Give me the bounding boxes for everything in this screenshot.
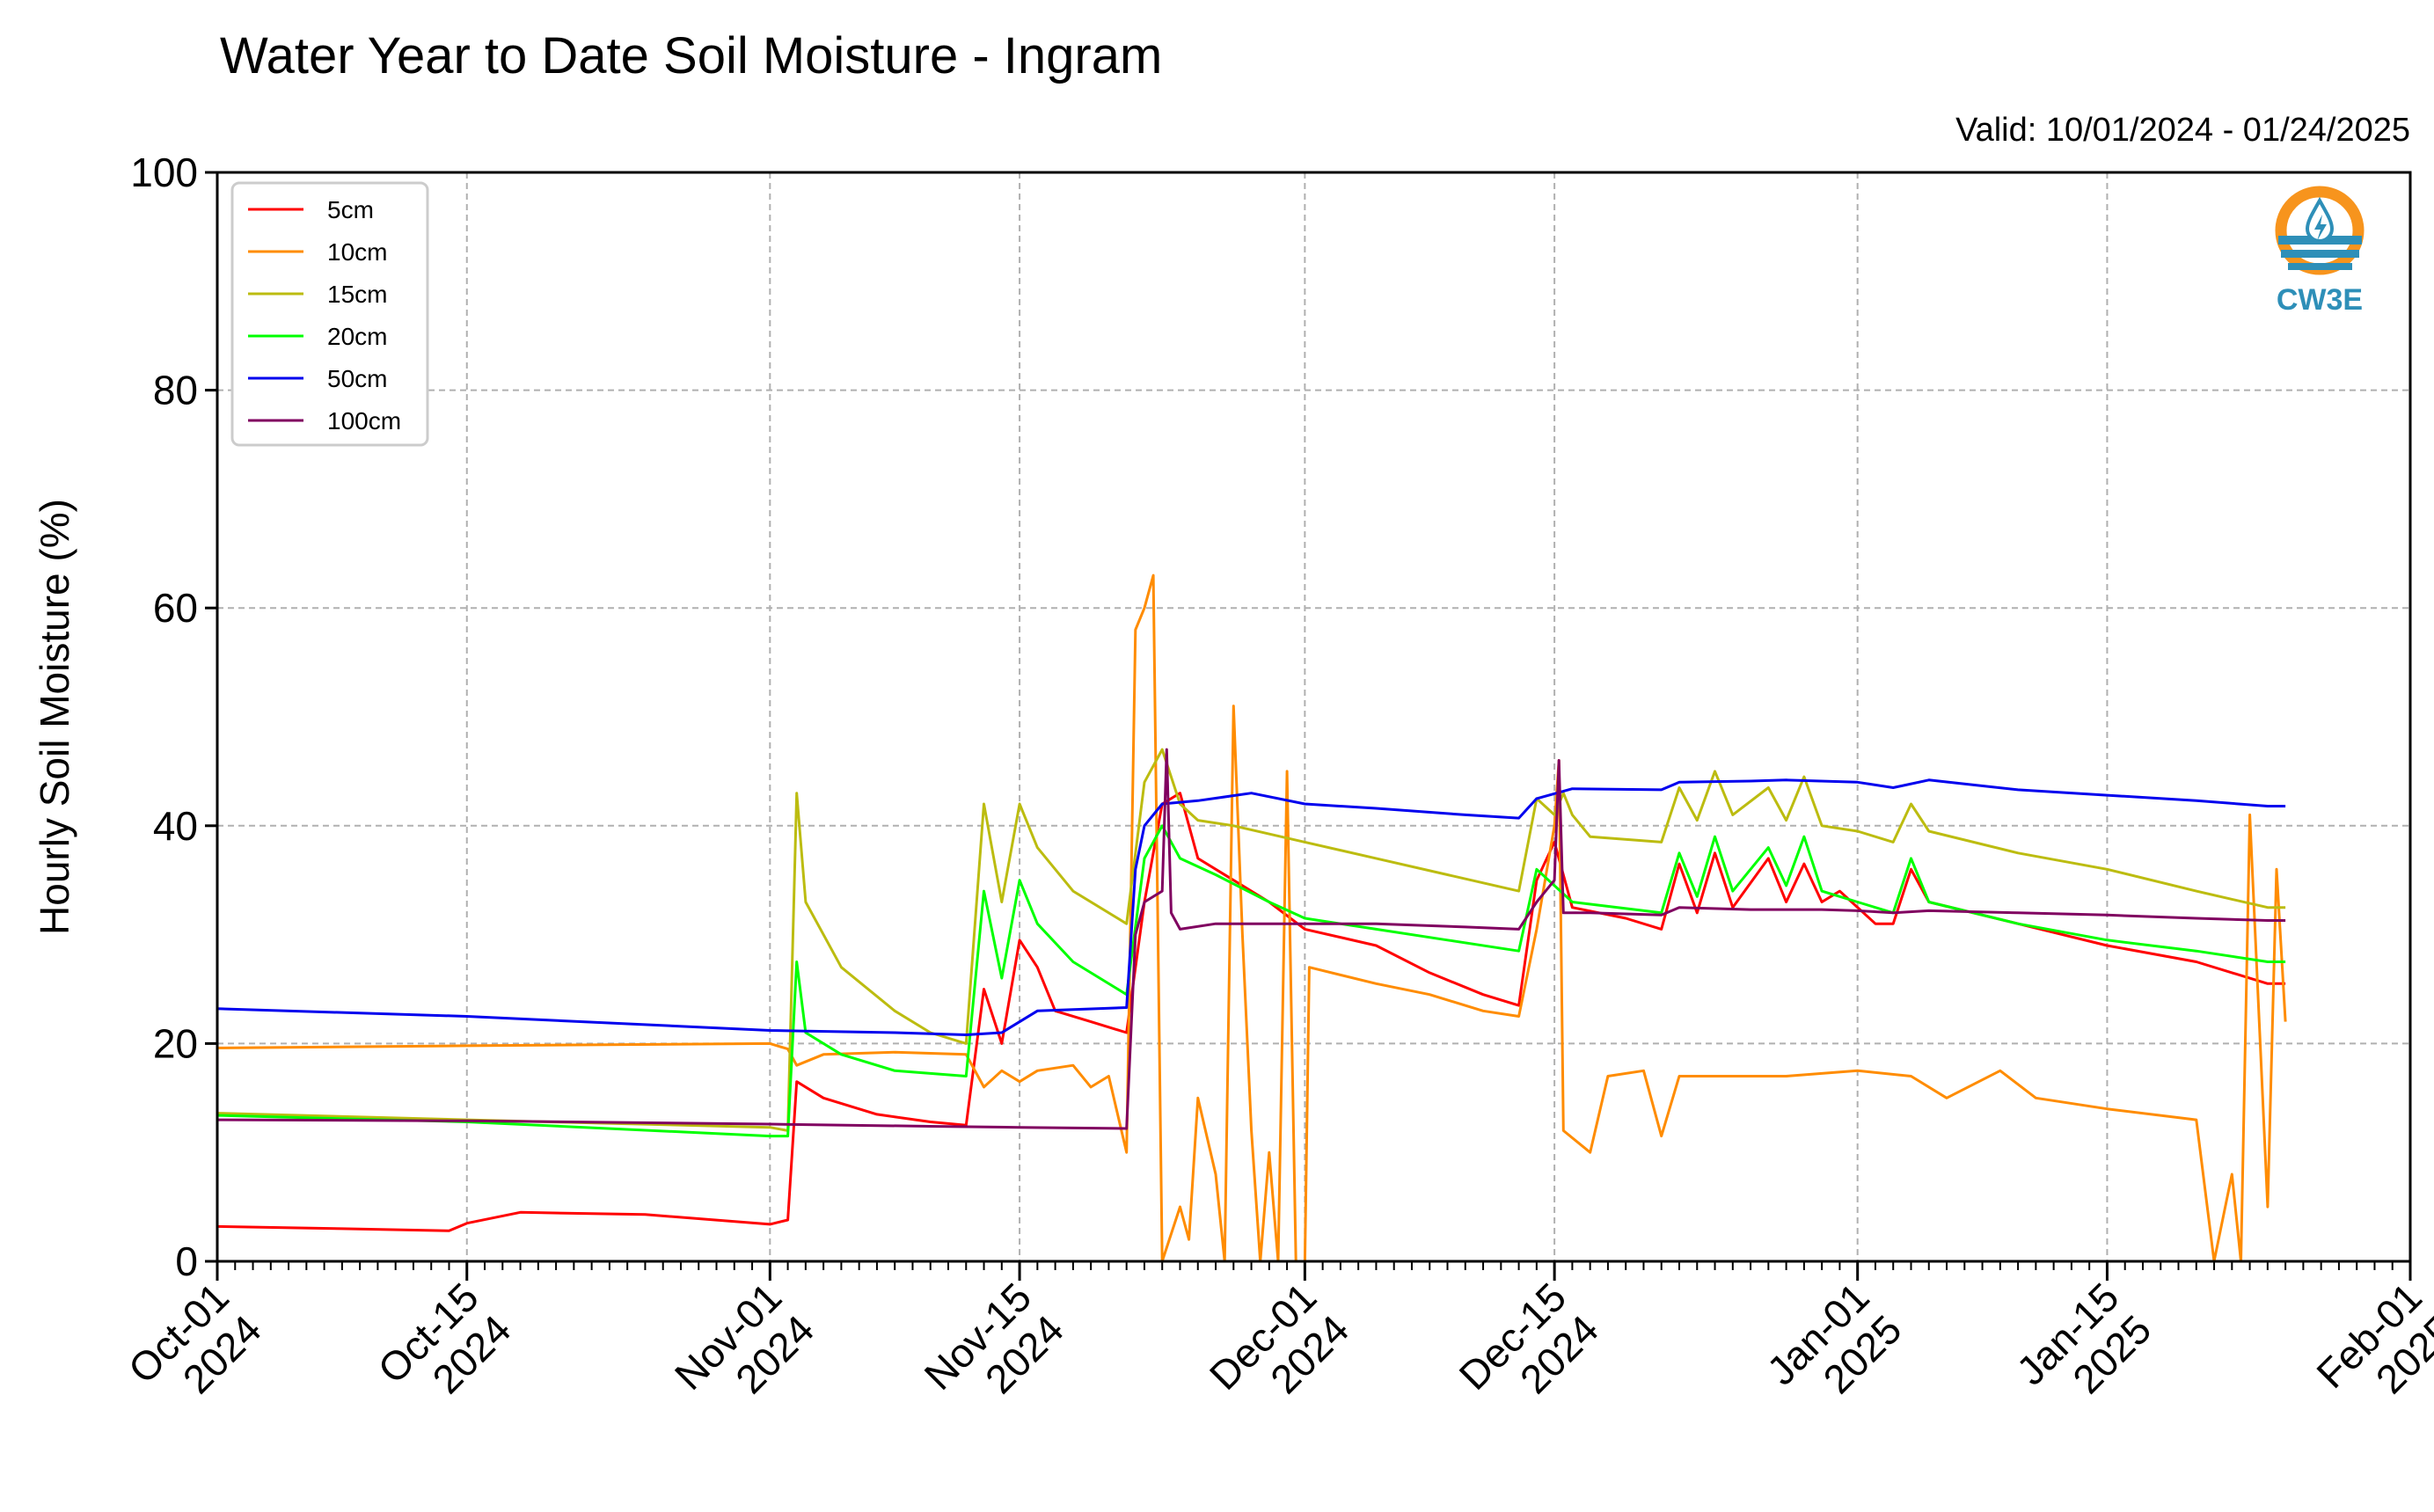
chart-subtitle: Valid: 10/01/2024 - 01/24/2025 bbox=[1955, 112, 2410, 149]
legend-label-100cm: 100cm bbox=[327, 407, 401, 435]
lightning-icon bbox=[2314, 215, 2327, 241]
y-tick-label: 80 bbox=[153, 368, 198, 413]
legend-label-50cm: 50cm bbox=[327, 365, 387, 392]
y-tick-label: 100 bbox=[130, 150, 198, 195]
series-lines bbox=[216, 573, 2287, 1263]
plot-area-frame bbox=[216, 171, 2412, 1263]
y-tick-label: 60 bbox=[153, 585, 198, 631]
y-tick-label: 20 bbox=[153, 1020, 198, 1066]
logo-water-band-2 bbox=[2281, 250, 2359, 258]
legend-label-10cm: 10cm bbox=[327, 238, 387, 266]
y-axis-label: Hourly Soil Moisture (%) bbox=[32, 499, 77, 935]
series-line-5cm bbox=[216, 792, 2286, 1232]
series-line-100cm bbox=[216, 748, 2286, 1130]
y-tick-label: 40 bbox=[153, 803, 198, 849]
y-tick-label: 0 bbox=[175, 1238, 198, 1284]
series-line-50cm bbox=[216, 778, 2286, 1036]
logo-water-band-3 bbox=[2288, 263, 2352, 270]
cw3e-logo: CW3E bbox=[2275, 186, 2365, 317]
legend-label-5cm: 5cm bbox=[327, 196, 374, 223]
legend: 5cm 10cm 15cm 20cm 50cm 100cm bbox=[230, 181, 429, 447]
logo-text: CW3E bbox=[2277, 283, 2363, 317]
chart-title: Water Year to Date Soil Moisture - Ingra… bbox=[220, 27, 1162, 84]
series-line-20cm bbox=[216, 824, 2286, 1138]
series-line-15cm bbox=[216, 748, 2286, 1132]
legend-label-15cm: 15cm bbox=[327, 281, 387, 308]
series-line-10cm bbox=[216, 573, 2287, 1263]
grid-lines bbox=[216, 172, 2411, 1262]
legend-label-20cm: 20cm bbox=[327, 323, 387, 350]
